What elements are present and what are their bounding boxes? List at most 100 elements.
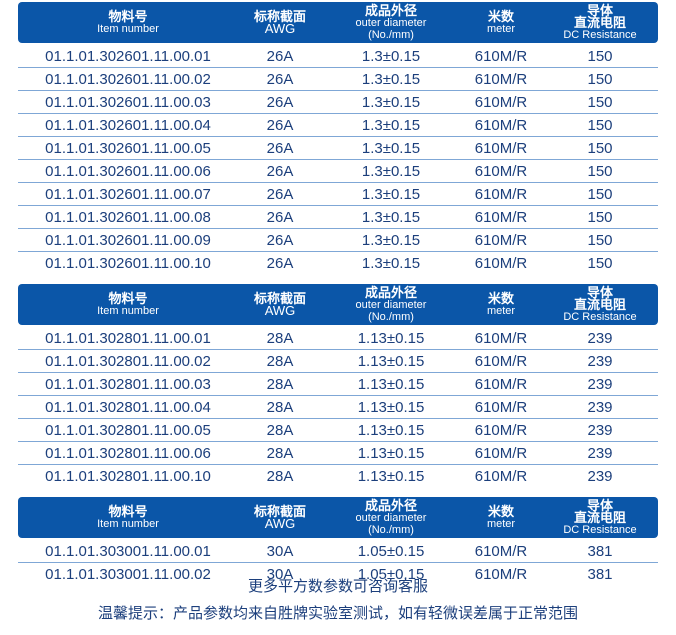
awg-cell: 26A (266, 47, 294, 65)
outer-diameter-cell: 1.13±0.15 (357, 421, 425, 439)
meter-cell: 610M/R (474, 185, 528, 203)
table-row: 01.1.01.302601.11.00.10 26A 1.3±0.15 610M/R… (18, 252, 658, 274)
outer-diameter-cell: 1.3±0.15 (361, 93, 421, 111)
table-header: 物料号 Item number 标称截面 AWG 成品外径 outer diamete… (18, 497, 658, 538)
meter-cell: 610M/R (474, 47, 528, 65)
item-number-cell: 01.1.01.302601.11.00.10 (45, 254, 211, 272)
col-awg: 标称截面 AWG (253, 503, 306, 531)
item-number-cell: 01.1.01.302601.11.00.07 (45, 185, 211, 203)
item-number-cell: 01.1.01.302801.11.00.04 (45, 398, 211, 416)
col-outer-diameter: 成品外径 outer diameter (No./mm) (355, 284, 427, 323)
item-number-cell: 01.1.01.302801.11.00.10 (45, 467, 211, 485)
meter-cell: 610M/R (474, 352, 528, 370)
table-row: 01.1.01.302801.11.00.04 28A 1.13±0.15 610M/… (18, 396, 658, 419)
item-number-cell: 01.1.01.302601.11.00.05 (45, 139, 211, 157)
awg-cell: 28A (266, 398, 294, 416)
table-row: 01.1.01.303001.11.00.01 30A 1.05±0.15 610M/… (18, 540, 658, 563)
dc-resistance-cell: 239 (587, 352, 613, 370)
col-outer-diameter: 成品外径 outer diameter (No./mm) (355, 497, 427, 536)
dc-resistance-cell: 150 (587, 139, 613, 157)
item-number-cell: 01.1.01.302801.11.00.01 (45, 329, 211, 347)
table-row: 01.1.01.302601.11.00.05 26A 1.3±0.15 610M/R… (18, 137, 658, 160)
more-params-note: 更多平方数参数可咨询客服 (247, 578, 428, 595)
awg-cell: 26A (266, 139, 294, 157)
dc-resistance-cell: 381 (587, 565, 613, 583)
awg-cell: 26A (266, 254, 294, 272)
meter-cell: 610M/R (474, 116, 528, 134)
outer-diameter-cell: 1.3±0.15 (361, 70, 421, 88)
meter-cell: 610M/R (474, 444, 528, 462)
awg-cell: 26A (266, 231, 294, 249)
awg-cell: 26A (266, 185, 294, 203)
outer-diameter-cell: 1.05±0.15 (357, 542, 425, 560)
dc-resistance-cell: 239 (587, 467, 613, 485)
table-row: 01.1.01.302601.11.00.07 26A 1.3±0.15 610M/R… (18, 183, 658, 206)
item-number-cell: 01.1.01.302801.11.00.06 (45, 444, 211, 462)
dc-resistance-cell: 239 (587, 375, 613, 393)
awg-cell: 26A (266, 70, 294, 88)
meter-cell: 610M/R (474, 231, 528, 249)
dc-resistance-cell: 150 (587, 47, 613, 65)
dc-resistance-cell: 381 (587, 542, 613, 560)
outer-diameter-cell: 1.3±0.15 (361, 47, 421, 65)
table-row: 01.1.01.302801.11.00.06 28A 1.13±0.15 610M/… (18, 442, 658, 465)
outer-diameter-cell: 1.13±0.15 (357, 375, 425, 393)
col-meter: 米数 meter (486, 290, 516, 317)
col-dc-resistance: 导体 直流电阻 DC Resistance (563, 284, 637, 323)
table-row: 01.1.01.302601.11.00.03 26A 1.3±0.15 610M/R… (18, 91, 658, 114)
spec-tables: 物料号 Item number 标称截面 AWG 成品外径 outer diamete… (18, 2, 658, 595)
meter-cell: 610M/R (474, 208, 528, 226)
outer-diameter-cell: 1.3±0.15 (361, 231, 421, 249)
table-header: 物料号 Item number 标称截面 AWG 成品外径 outer diamete… (18, 284, 658, 325)
item-number-cell: 01.1.01.302601.11.00.08 (45, 208, 211, 226)
col-awg: 标称截面 AWG (253, 290, 306, 318)
dc-resistance-cell: 150 (587, 254, 613, 272)
meter-cell: 610M/R (474, 467, 528, 485)
disclaimer-note: 温馨提示：产品参数均来自胜牌实验室测试，如有轻微误差属于正常范围 (97, 605, 578, 622)
awg-cell: 28A (266, 329, 294, 347)
col-dc-resistance: 导体 直流电阻 DC Resistance (563, 497, 637, 536)
dc-resistance-cell: 150 (587, 116, 613, 134)
awg-cell: 26A (266, 116, 294, 134)
table-row: 01.1.01.303001.11.00.02 30A 1.05±0.15 610M/… (18, 563, 658, 585)
meter-cell: 610M/R (474, 254, 528, 272)
dc-resistance-cell: 150 (587, 231, 613, 249)
item-number-cell: 01.1.01.302601.11.00.09 (45, 231, 211, 249)
awg-cell: 28A (266, 375, 294, 393)
col-awg: 标称截面 AWG (253, 8, 306, 36)
outer-diameter-cell: 1.3±0.15 (361, 208, 421, 226)
item-number-cell: 01.1.01.303001.11.00.02 (45, 565, 211, 583)
item-number-cell: 01.1.01.303001.11.00.01 (45, 542, 211, 560)
outer-diameter-cell: 1.3±0.15 (361, 139, 421, 157)
item-number-cell: 01.1.01.302601.11.00.03 (45, 93, 211, 111)
outer-diameter-cell: 1.13±0.15 (357, 329, 425, 347)
outer-diameter-cell: 1.13±0.15 (357, 398, 425, 416)
table-row: 01.1.01.302601.11.00.09 26A 1.3±0.15 610M/R… (18, 229, 658, 252)
table-row: 01.1.01.302801.11.00.03 28A 1.13±0.15 610M/… (18, 373, 658, 396)
item-number-cell: 01.1.01.302601.11.00.02 (45, 70, 211, 88)
table-row: 01.1.01.302601.11.00.04 26A 1.3±0.15 610M/R… (18, 114, 658, 137)
item-number-cell: 01.1.01.302801.11.00.02 (45, 352, 211, 370)
table-row: 01.1.01.302801.11.00.02 28A 1.13±0.15 610M/… (18, 350, 658, 373)
col-item-number: 物料号 Item number (97, 8, 159, 35)
dc-resistance-cell: 150 (587, 208, 613, 226)
item-number-cell: 01.1.01.302601.11.00.06 (45, 162, 211, 180)
table-row: 01.1.01.302801.11.00.01 28A 1.13±0.15 610M/… (18, 327, 658, 350)
awg-cell: 28A (266, 444, 294, 462)
table-row: 01.1.01.302601.11.00.01 26A 1.3±0.15 610M/R… (18, 45, 658, 68)
dc-resistance-cell: 150 (587, 185, 613, 203)
awg-cell: 30A (266, 565, 294, 583)
meter-cell: 610M/R (474, 421, 528, 439)
dc-resistance-cell: 239 (587, 329, 613, 347)
awg-cell: 30A (266, 542, 294, 560)
table-row: 01.1.01.302601.11.00.02 26A 1.3±0.15 610M/R… (18, 68, 658, 91)
dc-resistance-cell: 150 (587, 162, 613, 180)
item-number-cell: 01.1.01.302801.11.00.03 (45, 375, 211, 393)
meter-cell: 610M/R (474, 375, 528, 393)
col-dc-resistance: 导体 直流电阻 DC Resistance (563, 2, 637, 41)
meter-cell: 610M/R (474, 162, 528, 180)
awg-cell: 28A (266, 467, 294, 485)
meter-cell: 610M/R (474, 93, 528, 111)
col-item-number: 物料号 Item number (97, 290, 159, 317)
dc-resistance-cell: 239 (587, 444, 613, 462)
